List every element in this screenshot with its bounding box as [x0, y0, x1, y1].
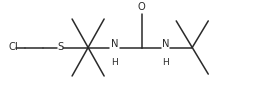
Text: Cl: Cl: [8, 42, 18, 53]
Text: O: O: [138, 2, 146, 12]
Text: H: H: [162, 58, 169, 67]
Text: N: N: [111, 39, 119, 49]
Text: S: S: [57, 42, 63, 53]
Text: N: N: [162, 39, 169, 49]
Text: H: H: [111, 58, 118, 67]
